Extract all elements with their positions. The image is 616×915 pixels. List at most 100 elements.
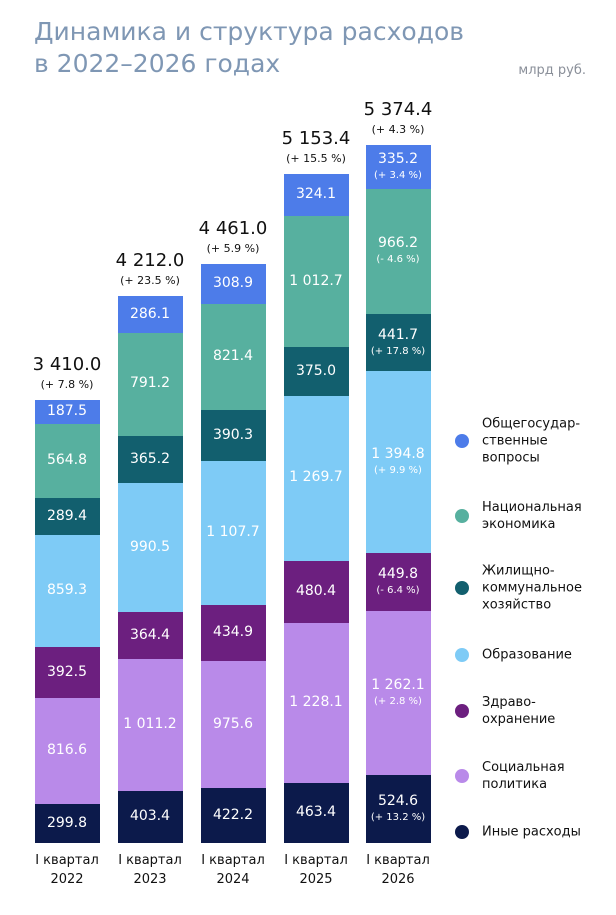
bar-segment: 1 269.7 <box>283 396 349 561</box>
total-label: 4 461.0 <box>198 217 268 239</box>
bar-segment: 1 107.7 <box>200 461 266 605</box>
bar-segment: 422.2 <box>200 788 266 843</box>
total-label: 5 153.4 <box>281 127 351 149</box>
legend-label: Иные расходы <box>482 824 581 840</box>
value-label: 1 394.8 <box>371 445 425 462</box>
x-tick-label: I квартал 2025 <box>284 853 348 887</box>
value-label: 299.8 <box>46 814 88 831</box>
bar-segment: 365.2 <box>117 435 183 484</box>
value-label: 859.3 <box>46 582 88 599</box>
value-label: 1 011.2 <box>123 715 177 732</box>
legend-label: Образование <box>482 647 572 663</box>
value-label: 821.4 <box>212 348 254 365</box>
legend-label: Здраво- охранение <box>482 695 556 727</box>
legend-label: Социальная политика <box>482 760 565 792</box>
value-label: 1 269.7 <box>289 469 343 486</box>
total-change: (+ 4.3 %) <box>371 123 425 136</box>
bar-segment: 286.1 <box>117 295 183 334</box>
bar-segment: 390.3 <box>200 410 266 462</box>
total-change: (+ 7.8 %) <box>40 378 94 392</box>
legend-marker <box>455 434 469 448</box>
value-label: 289.4 <box>46 507 88 524</box>
bar-segment: 375.0 <box>283 347 349 396</box>
total-label: 4 212.0 <box>115 249 185 271</box>
change-label: (- 6.4 %) <box>376 584 420 596</box>
x-tick-label: I квартал 2026 <box>366 853 430 887</box>
bar-segment: 335.2 (+ 3.4 %) <box>365 145 431 189</box>
legend-label: Жилищно- коммунальное хозяйство <box>482 563 583 613</box>
value-label: 449.8 <box>377 565 419 582</box>
value-label: 1 262.1 <box>371 676 425 693</box>
bar-segment: 564.8 <box>34 424 100 498</box>
change-label: (- 4.6 %) <box>376 254 420 266</box>
value-label: 392.5 <box>46 663 88 680</box>
bar-segment: 449.8 (- 6.4 %) <box>365 552 431 611</box>
value-label: 324.1 <box>295 185 337 202</box>
legend-marker <box>455 509 469 523</box>
bar-segment: 308.9 <box>200 263 266 304</box>
value-label: 480.4 <box>295 583 337 600</box>
bar-segment: 1 012.7 <box>283 215 349 348</box>
bar-segment: 1 011.2 <box>117 659 183 791</box>
total-label: 5 374.4 <box>363 99 433 120</box>
bar-segment: 524.6 (+ 13.2 %) <box>365 774 431 843</box>
bar-segment: 1 394.8 (+ 9.9 %) <box>365 371 431 553</box>
value-label: 390.3 <box>212 426 254 443</box>
bar-segment: 299.8 <box>34 804 100 843</box>
bar-segment: 364.4 <box>117 611 183 660</box>
bar-segment: 289.4 <box>34 497 100 536</box>
value-label: 434.9 <box>212 624 254 641</box>
legend-label: Национальная экономика <box>482 500 582 532</box>
bar-segment: 187.5 <box>34 400 100 425</box>
bar-segment: 859.3 <box>34 535 100 648</box>
total-change: (+ 15.5 %) <box>286 151 346 165</box>
bar-segment: 990.5 <box>117 483 183 612</box>
value-label: 791.2 <box>129 375 171 392</box>
bar-segment: 392.5 <box>34 647 100 698</box>
unit-label: млрд руб. <box>518 63 586 78</box>
change-label: (+ 9.9 %) <box>374 464 422 476</box>
x-tick-label: I квартал 2023 <box>118 853 182 887</box>
value-label: 564.8 <box>46 452 88 469</box>
legend-marker <box>455 704 469 718</box>
value-label: 975.6 <box>212 715 254 732</box>
bar-segment: 816.6 <box>34 698 100 805</box>
total-change: (+ 5.9 %) <box>206 241 260 255</box>
bar-segment: 821.4 <box>200 303 266 411</box>
bar-segment: 480.4 <box>283 560 349 624</box>
legend-marker <box>455 769 469 783</box>
value-label: 375.0 <box>295 362 337 379</box>
legend-marker <box>455 648 469 662</box>
bar-segment: 434.9 <box>200 604 266 662</box>
bar-segment: 463.4 <box>283 782 349 843</box>
value-label: 990.5 <box>129 538 171 555</box>
legend-marker <box>455 825 469 839</box>
change-label: (+ 13.2 %) <box>370 811 426 823</box>
value-label: 1 228.1 <box>289 694 343 711</box>
value-label: 1 107.7 <box>206 524 260 541</box>
value-label: 422.2 <box>212 806 254 823</box>
total-change: (+ 23.5 %) <box>120 273 180 287</box>
bar-segment: 441.7 (+ 17.8 %) <box>365 314 431 372</box>
value-label: 403.4 <box>129 807 171 824</box>
bar-segment: 1 228.1 <box>283 623 349 783</box>
value-label: 335.2 <box>377 150 419 167</box>
value-label: 463.4 <box>295 803 337 820</box>
value-label: 816.6 <box>46 742 88 759</box>
x-tick-label: I квартал 2024 <box>201 853 265 887</box>
change-label: (+ 3.4 %) <box>374 169 422 181</box>
bar-segment: 791.2 <box>117 333 183 436</box>
value-label: 1 012.7 <box>289 272 343 289</box>
value-label: 187.5 <box>46 403 88 420</box>
bar-segment: 324.1 <box>283 173 349 216</box>
value-label: 308.9 <box>212 274 254 291</box>
chart-title: Динамика и структура расходов в 2022–202… <box>34 17 465 78</box>
bar-segment: 966.2 (- 4.6 %) <box>365 188 431 315</box>
bar-segment: 403.4 <box>117 790 183 843</box>
x-tick-label: I квартал 2022 <box>35 853 99 887</box>
value-label: 966.2 <box>377 235 419 252</box>
value-label: 441.7 <box>377 326 419 343</box>
bar-segment: 1 262.1 (+ 2.8 %) <box>365 610 431 775</box>
legend-marker <box>455 581 469 595</box>
